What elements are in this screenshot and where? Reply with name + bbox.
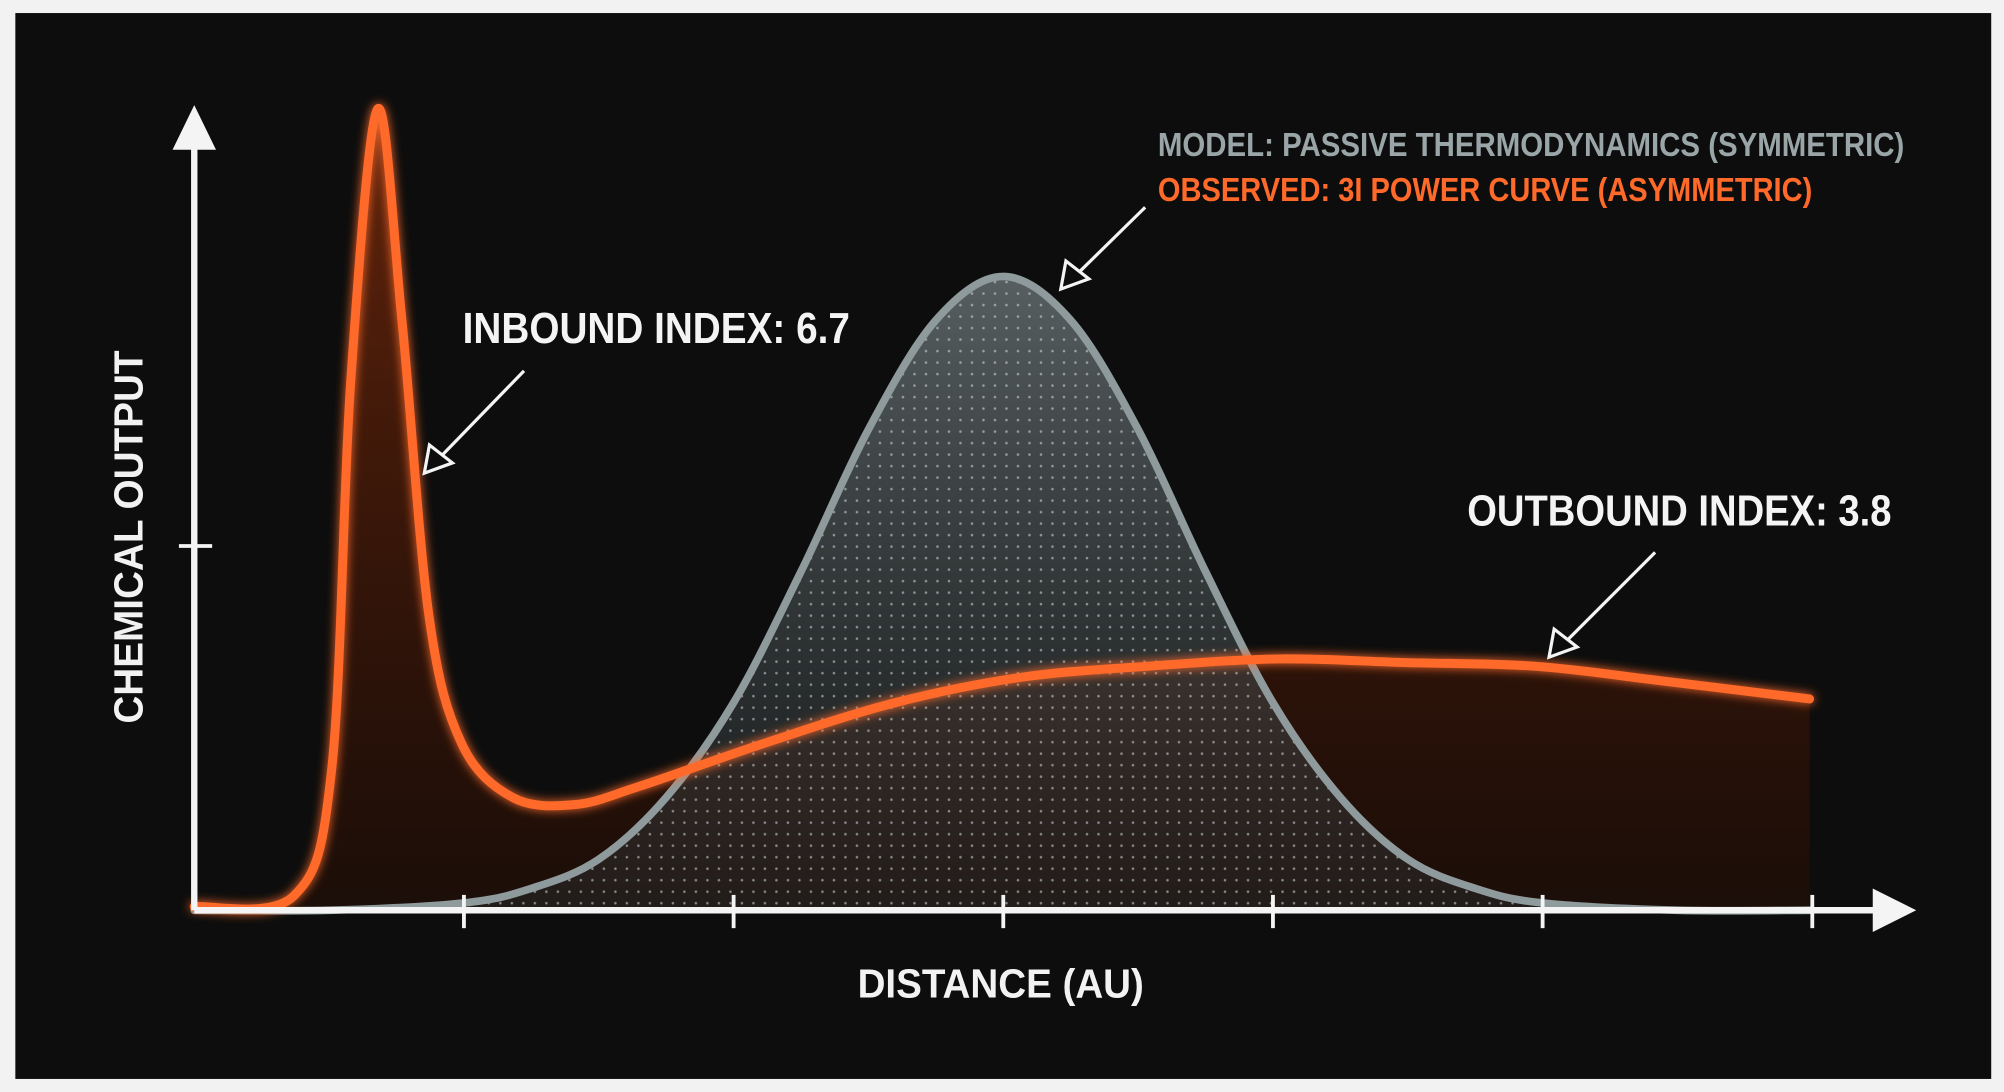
x-axis-arrow [1872,888,1917,932]
annotation: OUTBOUND INDEX: 3.8 [1467,488,1891,536]
x-axis-label: DISTANCE (AU) [858,961,1144,1007]
y-axis-label: CHEMICAL OUTPUT [105,350,151,723]
area-dots [194,276,1813,911]
legend-entry: OBSERVED: 3I POWER CURVE (ASYMMETRIC) [1158,172,1812,209]
arrows [422,206,1657,660]
arrow [435,369,526,462]
plot-area [172,104,1917,932]
arrow [1075,206,1147,277]
arrowhead [1546,626,1581,660]
series-line [190,272,1817,915]
annotation: INBOUND INDEX: 6.7 [463,305,850,353]
area-fill [194,108,1810,911]
legend-entry: MODEL: PASSIVE THERMODYNAMICS (SYMMETRIC… [1158,127,1904,164]
y-axis-arrow [172,105,216,150]
series-line [189,104,1815,914]
arrowhead [422,442,456,476]
arrow [1563,551,1657,645]
arrowhead [1058,258,1093,292]
